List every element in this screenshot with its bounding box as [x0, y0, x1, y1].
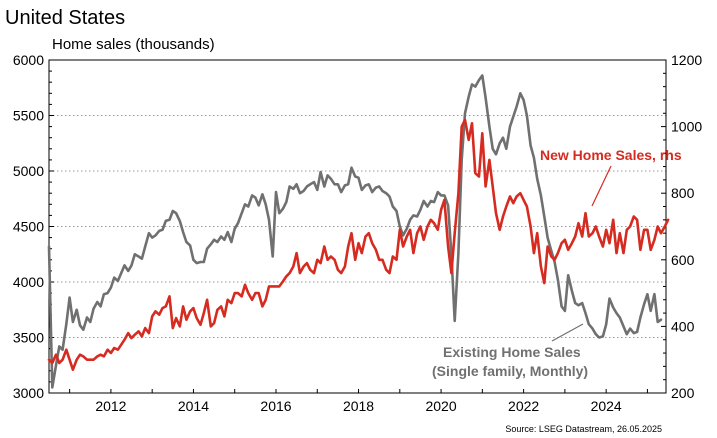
y-right-tick-label: 600 — [671, 252, 695, 268]
existing-home-sales-pointer — [551, 323, 584, 342]
chart-subtitle: Home sales (thousands) — [52, 36, 215, 53]
x-tick-label: 2014 — [178, 398, 209, 414]
y-left-tick-label: 4000 — [13, 274, 44, 290]
y-left-tick-label: 3000 — [13, 385, 44, 401]
y-right-tick-label: 1000 — [671, 119, 702, 135]
new-home-sales-pointer — [591, 165, 612, 207]
source-note: Source: LSEG Datastream, 26.05.2025 — [505, 424, 662, 434]
x-tick-label: 2020 — [425, 398, 456, 414]
x-tick-label: 2024 — [591, 398, 622, 414]
existing-home-sales-label-1: Existing Home Sales — [443, 344, 581, 360]
x-tick-label: 2012 — [95, 398, 126, 414]
y-left-tick-label: 6000 — [13, 52, 44, 68]
series-lines — [47, 74, 670, 389]
new-home-sales-label: New Home Sales, rhs — [540, 147, 682, 163]
y-left-tick-label: 5000 — [13, 163, 44, 179]
y-left-tick-label: 3500 — [13, 330, 44, 346]
chart-title: United States — [5, 7, 125, 29]
y-right-tick-label: 1200 — [671, 52, 702, 68]
existing-home-sales-label-2: (Single family, Monthly) — [432, 363, 588, 379]
existing-home-sales-line — [47, 74, 663, 389]
y-left-tick-label: 5500 — [13, 108, 44, 124]
x-tick-label: 2018 — [343, 398, 374, 414]
y-right-tick-label: 200 — [671, 385, 695, 401]
y-right-tick-label: 400 — [671, 318, 695, 334]
gridlines — [49, 115, 666, 338]
x-tick-label: 2016 — [260, 398, 291, 414]
y-right-tick-label: 800 — [671, 185, 695, 201]
x-tick-label: 2022 — [508, 398, 539, 414]
axis-ticks: 3000 3500 4000 4500 5000 5500 6000 200 400 600 800… — [13, 52, 703, 414]
y-left-tick-label: 4500 — [13, 219, 44, 235]
new-home-sales-line — [47, 118, 670, 372]
